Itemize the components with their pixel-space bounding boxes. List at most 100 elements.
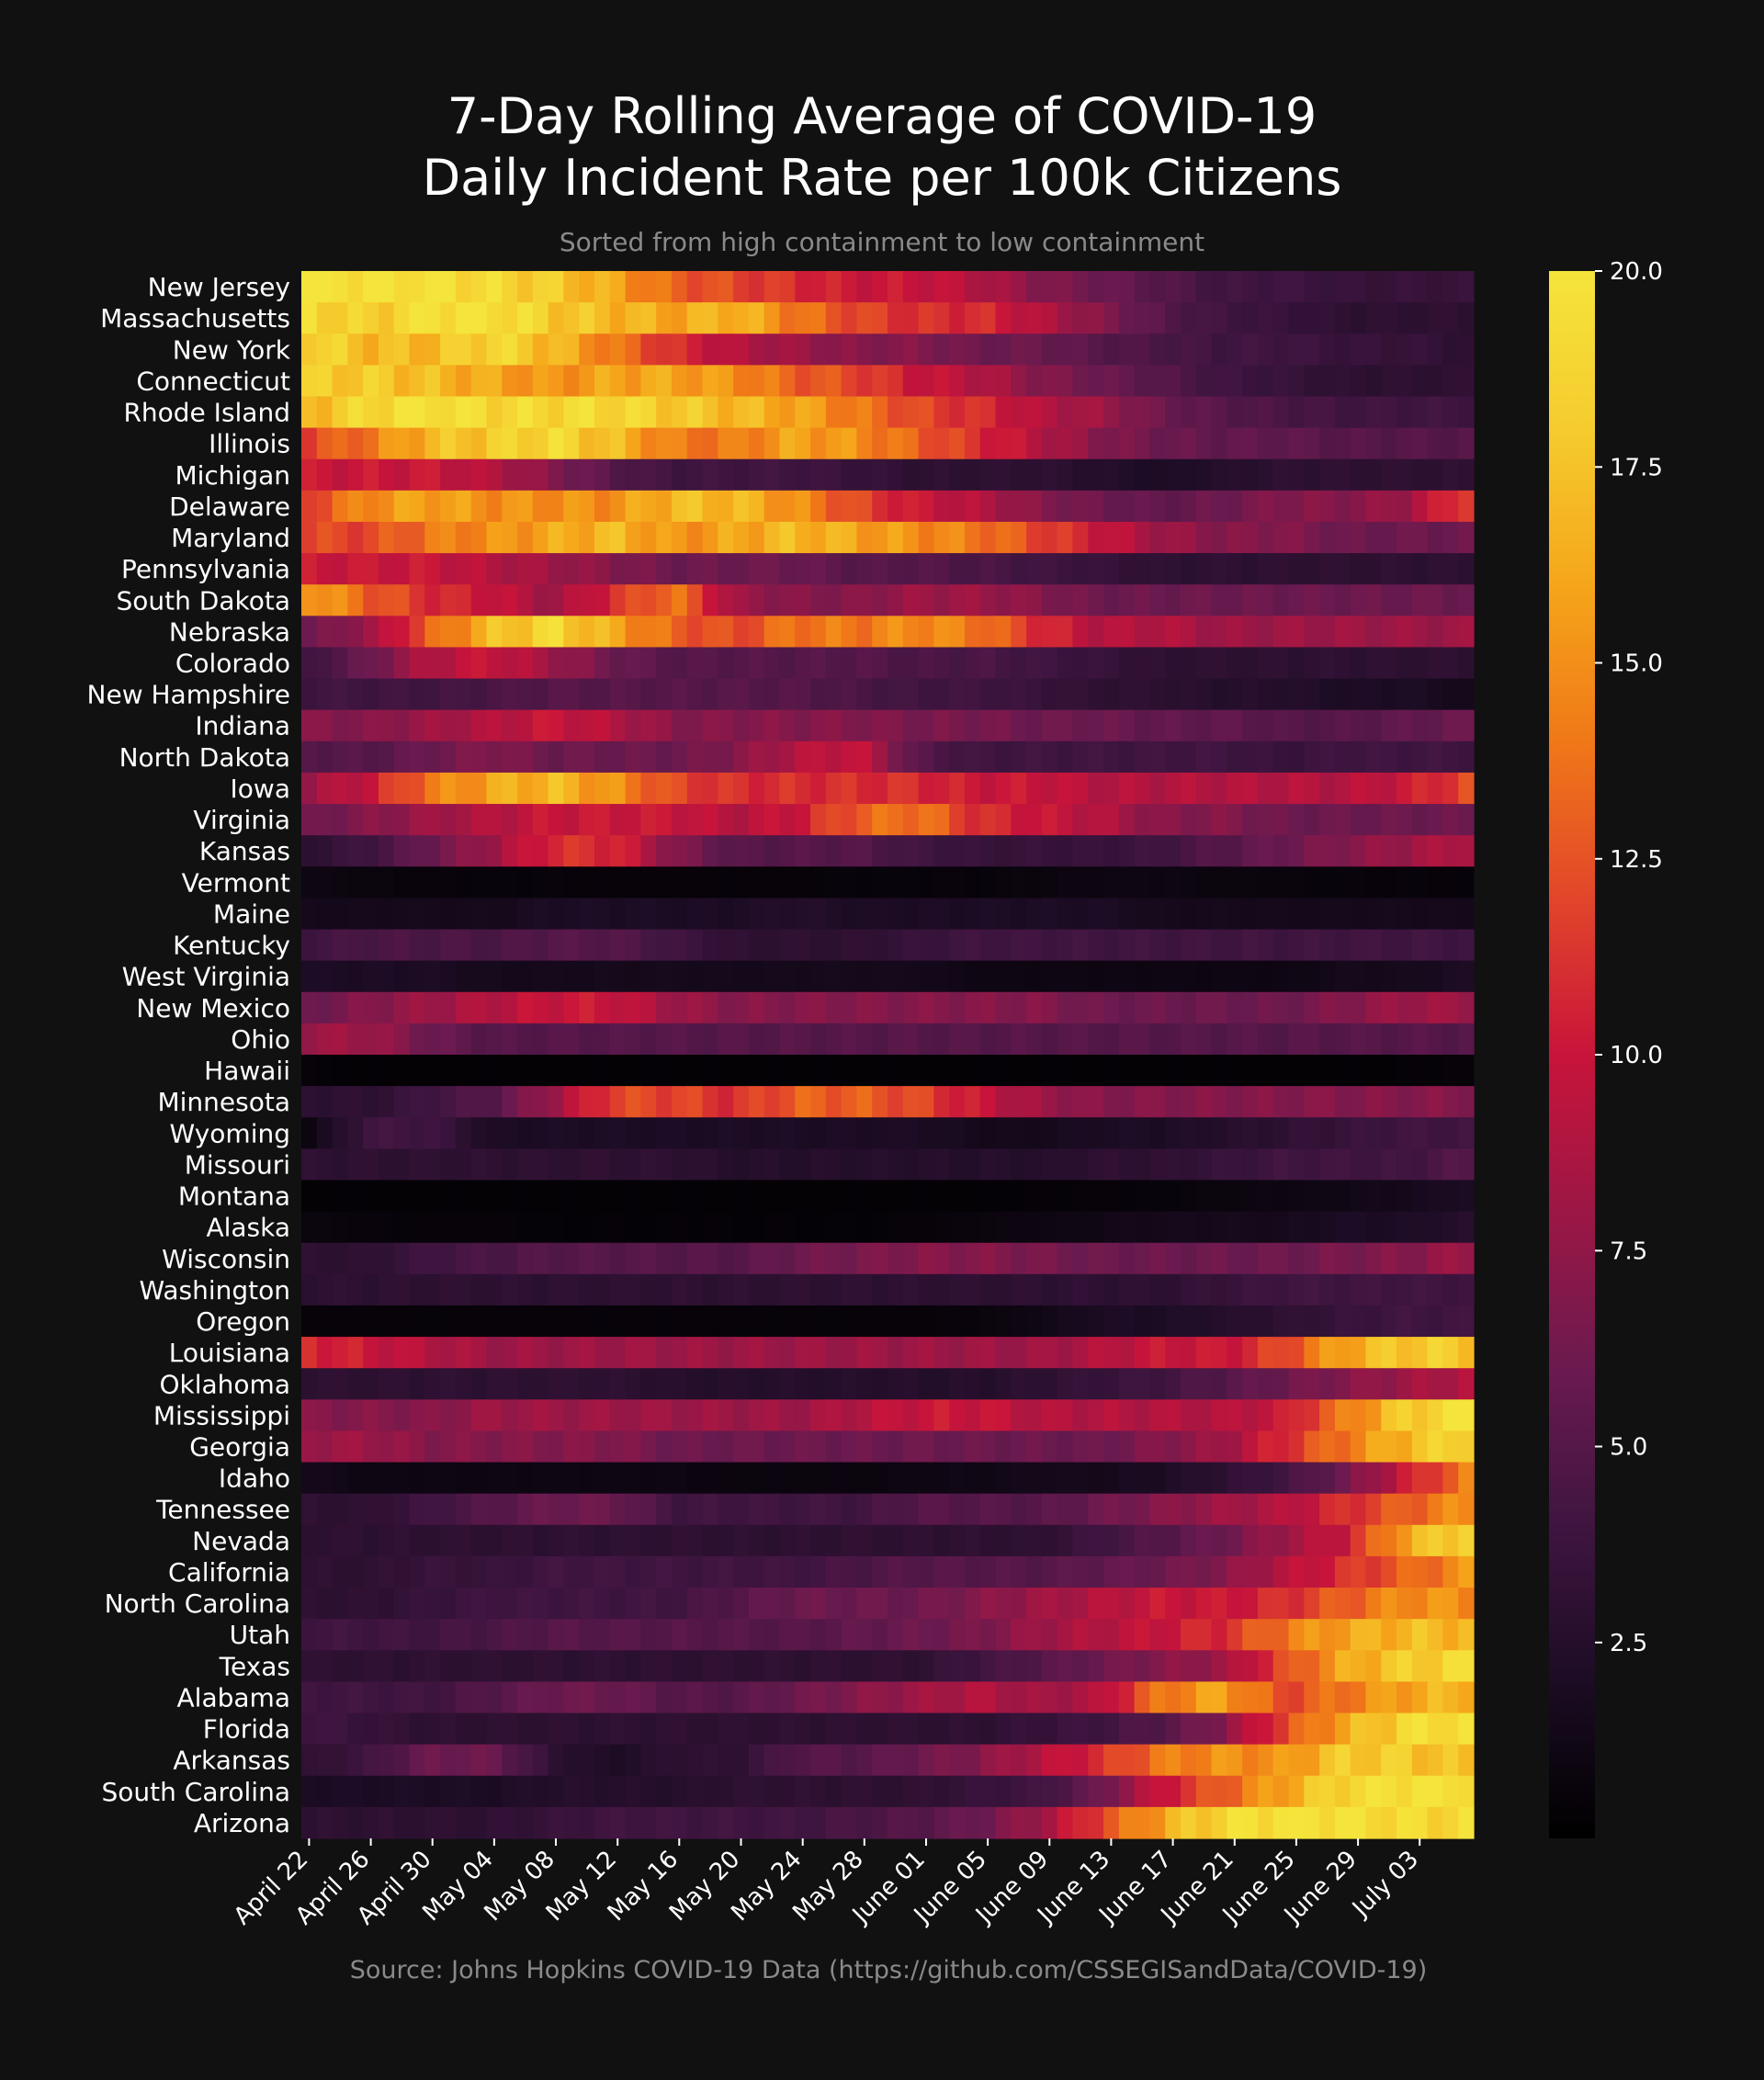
- heatmap-cell-new-jersey-55: [1149, 271, 1166, 303]
- heatmap-cell-new-hampshire-30: [763, 678, 781, 711]
- heatmap-cell-hawaii-61: [1242, 1055, 1259, 1087]
- heatmap-cell-mississippi-14: [517, 1399, 534, 1432]
- heatmap-cell-pennsylvania-28: [733, 553, 750, 585]
- heatmap-cell-florida-61: [1242, 1713, 1259, 1746]
- heatmap-cell-arkansas-3: [347, 1744, 364, 1777]
- heatmap-cell-new-york-47: [1026, 333, 1043, 366]
- heatmap-cell-florida-20: [609, 1713, 627, 1746]
- heatmap-cell-new-york-52: [1103, 333, 1120, 366]
- heatmap-cell-iowa-4: [363, 772, 379, 805]
- heatmap-cell-south-dakota-66: [1319, 584, 1336, 616]
- heatmap-cell-nevada-9: [440, 1524, 457, 1557]
- heatmap-cell-hawaii-71: [1396, 1055, 1413, 1087]
- heatmap-cell-colorado-35: [841, 647, 858, 680]
- heatmap-cell-maine-35: [841, 898, 858, 931]
- heatmap-cell-hawaii-58: [1195, 1055, 1213, 1087]
- heatmap-cell-ohio-60: [1227, 1023, 1243, 1056]
- heatmap-cell-massachusetts-64: [1288, 302, 1305, 334]
- heatmap-cell-ohio-46: [1011, 1023, 1027, 1056]
- heatmap-cell-texas-11: [470, 1650, 488, 1682]
- heatmap-cell-new-mexico-32: [795, 991, 811, 1024]
- heatmap-cell-idaho-39: [902, 1462, 920, 1495]
- heatmap-cell-colorado-68: [1350, 647, 1367, 680]
- heatmap-cell-new-jersey-17: [563, 271, 580, 303]
- heatmap-cell-massachusetts-10: [455, 302, 472, 334]
- heatmap-cell-rhode-island-17: [563, 396, 580, 429]
- heatmap-cell-wyoming-6: [393, 1117, 411, 1149]
- heatmap-cell-tennessee-31: [779, 1493, 796, 1526]
- heatmap-cell-alaska-57: [1181, 1211, 1197, 1244]
- heatmap-cell-mississippi-15: [532, 1399, 549, 1432]
- heatmap-cell-mississippi-48: [1041, 1399, 1058, 1432]
- heatmap-cell-hawaii-75: [1458, 1055, 1475, 1087]
- heatmap-cell-north-carolina-5: [378, 1588, 395, 1620]
- heatmap-cell-pennsylvania-16: [548, 553, 565, 585]
- heatmap-cell-pennsylvania-6: [393, 553, 411, 585]
- heatmap-cell-montana-69: [1365, 1180, 1382, 1213]
- heatmap-cell-south-carolina-52: [1103, 1775, 1120, 1808]
- heatmap-cell-hawaii-0: [301, 1055, 318, 1087]
- heatmap-cell-kansas-43: [964, 835, 981, 867]
- heatmap-cell-west-virginia-31: [779, 960, 796, 993]
- heatmap-cell-wisconsin-8: [424, 1242, 441, 1275]
- heatmap-cell-south-carolina-55: [1149, 1775, 1166, 1808]
- heatmap-cell-vermont-28: [733, 866, 750, 899]
- heatmap-cell-north-dakota-42: [949, 740, 966, 774]
- heatmap-cell-california-75: [1458, 1555, 1475, 1588]
- heatmap-cell-massachusetts-37: [872, 302, 888, 334]
- heatmap-cell-wyoming-1: [316, 1117, 334, 1149]
- heatmap-cell-arizona-30: [763, 1806, 781, 1839]
- heatmap-cell-rhode-island-39: [902, 396, 920, 429]
- heatmap-cell-massachusetts-55: [1149, 302, 1166, 334]
- heatmap-cell-colorado-5: [378, 647, 395, 680]
- heatmap-cell-ohio-30: [763, 1023, 781, 1056]
- heatmap-cell-texas-72: [1411, 1650, 1429, 1682]
- heatmap-cell-virginia-17: [563, 804, 580, 836]
- heatmap-cell-utah-34: [825, 1619, 842, 1651]
- heatmap-cell-arkansas-21: [625, 1744, 641, 1777]
- heatmap-cell-new-hampshire-75: [1458, 678, 1475, 711]
- heatmap-cell-iowa-25: [686, 772, 704, 805]
- heatmap-cell-oklahoma-36: [856, 1368, 873, 1400]
- heatmap-cell-colorado-57: [1181, 647, 1197, 680]
- heatmap-cell-nebraska-20: [609, 616, 627, 649]
- colorbar: [1549, 271, 1595, 1838]
- heatmap-cell-georgia-23: [656, 1430, 673, 1464]
- heatmap-cell-indiana-11: [470, 709, 488, 742]
- heatmap-cell-massachusetts-6: [393, 302, 411, 334]
- heatmap-cell-nevada-19: [594, 1524, 611, 1557]
- heatmap-cell-tennessee-60: [1227, 1493, 1243, 1526]
- heatmap-cell-kansas-48: [1041, 835, 1058, 867]
- heatmap-cell-idaho-61: [1242, 1462, 1259, 1495]
- heatmap-cell-pennsylvania-69: [1365, 553, 1382, 585]
- heatmap-cell-west-virginia-26: [702, 960, 718, 993]
- heatmap-cell-vermont-9: [440, 866, 457, 899]
- heatmap-cell-illinois-34: [825, 427, 842, 460]
- heatmap-cell-west-virginia-19: [594, 960, 611, 993]
- heatmap-cell-iowa-54: [1134, 772, 1151, 805]
- heatmap-cell-california-15: [532, 1555, 549, 1588]
- heatmap-cell-nebraska-45: [995, 616, 1012, 649]
- heatmap-cell-nebraska-75: [1458, 616, 1475, 649]
- heatmap-cell-indiana-23: [656, 709, 673, 742]
- heatmap-cell-michigan-38: [888, 458, 904, 492]
- heatmap-cell-utah-57: [1181, 1619, 1197, 1651]
- heatmap-cell-south-dakota-36: [856, 584, 873, 616]
- heatmap-cell-connecticut-24: [671, 365, 688, 398]
- heatmap-cell-idaho-1: [316, 1462, 334, 1495]
- heatmap-cell-hawaii-52: [1103, 1055, 1120, 1087]
- heatmap-cell-kansas-19: [594, 835, 611, 867]
- heatmap-cell-wisconsin-75: [1458, 1242, 1475, 1275]
- heatmap-cell-kentucky-46: [1011, 929, 1027, 962]
- heatmap-cell-maine-33: [810, 898, 827, 931]
- heatmap-cell-south-dakota-57: [1181, 584, 1197, 616]
- heatmap-cell-michigan-7: [409, 458, 425, 492]
- heatmap-cell-arkansas-27: [718, 1744, 734, 1777]
- heatmap-cell-massachusetts-3: [347, 302, 364, 334]
- heatmap-cell-new-mexico-54: [1134, 991, 1151, 1024]
- heatmap-cell-arkansas-24: [671, 1744, 688, 1777]
- heatmap-cell-massachusetts-63: [1272, 302, 1290, 334]
- heatmap-cell-south-carolina-73: [1427, 1775, 1444, 1808]
- heatmap-cell-delaware-54: [1134, 490, 1151, 523]
- heatmap-cell-wisconsin-39: [902, 1242, 920, 1275]
